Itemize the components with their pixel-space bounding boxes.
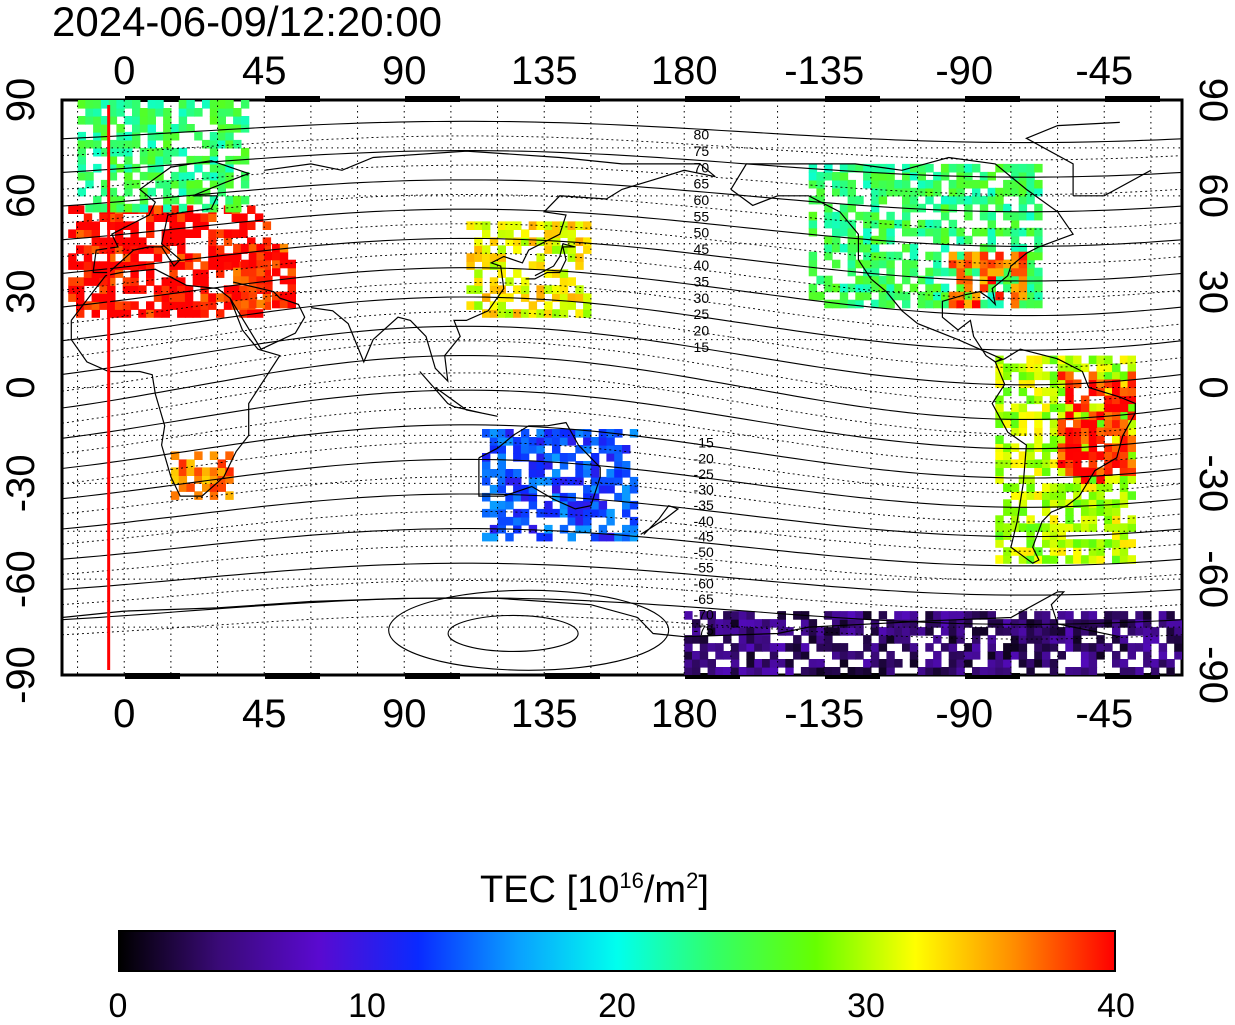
lon-tick-top: 180 [651, 49, 718, 93]
lon-tick-top: 90 [382, 49, 427, 93]
lon-tick-bottom: -45 [1075, 692, 1133, 736]
contour-label: 55 [694, 208, 710, 224]
contour-label: 50 [694, 225, 710, 241]
lon-tick-top: 0 [113, 49, 135, 93]
lat-tick-left: -30 [0, 454, 43, 512]
contour-label: -15 [694, 435, 714, 451]
lat-tick-left: 90 [0, 78, 43, 123]
colorbar-title-exp2: 2 [686, 868, 699, 893]
tec-region-east-asia [466, 221, 592, 318]
contour-label: 45 [694, 241, 710, 257]
lon-tick-bottom: 0 [113, 692, 135, 736]
contour-label: -30 [694, 482, 714, 498]
colorbar-tick-20: 20 [598, 987, 636, 1025]
lat-tick-right: -60 [1191, 550, 1235, 608]
contour-label: 60 [694, 192, 710, 208]
colorbar-title-main: TEC [10 [480, 869, 620, 911]
map-title: 2024-06-09/12:20:00 [52, 0, 442, 45]
tec-region-north-america [808, 163, 1043, 309]
contour-label: 25 [694, 306, 710, 322]
colorbar-tick-0: 0 [108, 987, 128, 1025]
lon-tick-bottom: 180 [651, 692, 718, 736]
magnetic-contours [62, 120, 1182, 671]
contour-label: -45 [694, 528, 714, 544]
contour-label: 65 [694, 176, 710, 192]
contour-label: -35 [694, 497, 714, 513]
contour-label: 80 [694, 127, 710, 143]
tec-data-layer [68, 100, 1182, 675]
lat-tick-right: 0 [1191, 376, 1235, 398]
lon-tick-top: -45 [1075, 49, 1133, 93]
contour-label: 75 [694, 143, 710, 159]
lat-tick-right: 60 [1191, 174, 1235, 219]
lat-tick-right: -90 [1191, 646, 1235, 704]
contour-label: -25 [694, 466, 714, 482]
contour-label: -60 [694, 575, 714, 591]
lon-tick-top: 135 [511, 49, 578, 93]
contour-label: -55 [694, 560, 714, 576]
lat-lon-grid [62, 100, 1182, 675]
colorbar [118, 930, 1116, 972]
lon-tick-bottom: 45 [242, 692, 287, 736]
coastlines [62, 121, 1152, 638]
lat-tick-left: 60 [0, 174, 43, 219]
tec-region-africa-south [170, 451, 234, 500]
lat-tick-left: 30 [0, 269, 43, 314]
lon-tick-bottom: 90 [382, 692, 427, 736]
contour-label: 70 [694, 159, 710, 175]
tec-region-brazil [1057, 371, 1136, 484]
lat-tick-right: 90 [1191, 78, 1235, 123]
tec-region-europe-north [77, 100, 250, 213]
contour-label: 40 [694, 257, 710, 273]
lat-tick-left: -90 [0, 646, 43, 704]
contour-label: -70 [694, 607, 714, 623]
contour-label: 15 [694, 339, 710, 355]
contour-label: -65 [694, 591, 714, 607]
lon-tick-top: -90 [935, 49, 993, 93]
tec-region-middle-east [233, 243, 296, 309]
contour-label: -20 [694, 450, 714, 466]
colorbar-title-exp1: 16 [619, 868, 644, 893]
lon-tick-bottom: -135 [784, 692, 864, 736]
tec-map: 8075706560555045403530252015-15-20-25-30… [0, 49, 1235, 736]
lat-tick-left: 0 [0, 376, 43, 398]
colorbar-title-end: ] [698, 869, 709, 911]
lon-tick-bottom: -90 [935, 692, 993, 736]
lat-tick-right: -30 [1191, 454, 1235, 512]
contour-label: -50 [694, 544, 714, 560]
contour-label: -75 [694, 622, 714, 638]
lat-tick-right: 30 [1191, 269, 1235, 314]
contour-label: -40 [694, 513, 714, 529]
lon-tick-top: -135 [784, 49, 864, 93]
contour-label: 30 [694, 290, 710, 306]
colorbar-tick-40: 40 [1097, 987, 1135, 1025]
colorbar-tick-30: 30 [847, 987, 885, 1025]
contour-label: 35 [694, 274, 710, 290]
contour-label: 20 [694, 323, 710, 339]
frame-tick-bars [125, 96, 1160, 679]
colorbar-tick-10: 10 [348, 987, 386, 1025]
lon-tick-bottom: 135 [511, 692, 578, 736]
colorbar-title-mid: /m [643, 869, 687, 911]
axis-labels: 0 45 90 135 180 -135 -90 -45 0 45 90 135 180 -135 -90 -… [0, 49, 1235, 736]
lat-tick-left: -60 [0, 550, 43, 608]
lon-tick-top: 45 [242, 49, 287, 93]
tec-region-australia [482, 429, 639, 542]
colorbar-title: TEC [1016/m2] [480, 868, 709, 912]
